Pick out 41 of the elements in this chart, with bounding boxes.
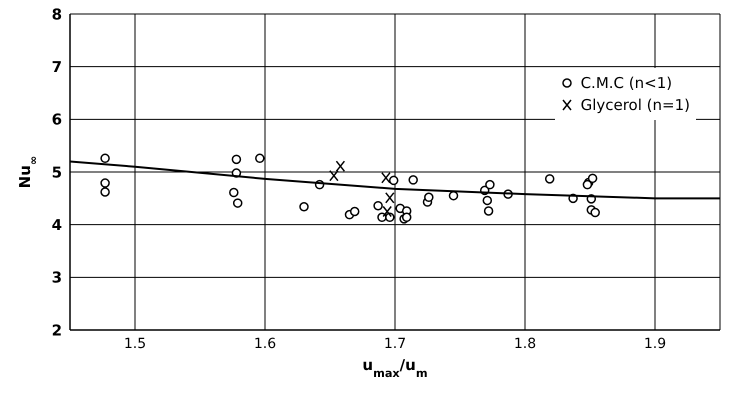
point: [100, 187, 110, 197]
point: [232, 154, 242, 164]
y-tick-label: 6: [52, 110, 62, 129]
point: [382, 206, 392, 218]
x-tick-label: 1.8: [514, 336, 536, 352]
point: [590, 208, 600, 218]
point: [485, 180, 495, 190]
point: [448, 190, 458, 200]
point: [350, 206, 360, 216]
point: [424, 192, 434, 202]
x-tick-label: 1.9: [644, 336, 666, 352]
point: [336, 160, 346, 172]
x-tick-label: 1.5: [124, 336, 146, 352]
y-tick-label: 2: [52, 321, 62, 340]
x-tick-label: 1.6: [254, 336, 276, 352]
point: [100, 154, 110, 164]
x-axis-title: u$_{max}$/u$_{m}$: [362, 356, 428, 380]
point: [388, 176, 398, 186]
legend-label: Glycerol (n=1): [580, 96, 690, 114]
point: [588, 174, 598, 184]
point: [381, 172, 391, 184]
y-tick-label: 4: [52, 216, 62, 234]
y-tick-label: 3: [52, 268, 62, 287]
point: [299, 202, 309, 212]
y-tick-label: 7: [52, 58, 62, 76]
point: [402, 212, 412, 222]
y-tick-label: 5: [52, 163, 62, 182]
point: [484, 206, 494, 216]
legend-label: C.M.C (n<1): [580, 74, 672, 92]
point: [100, 178, 110, 188]
point: [232, 198, 242, 208]
point: [255, 154, 265, 164]
point: [373, 200, 383, 210]
point: [544, 174, 554, 184]
point: [482, 196, 492, 206]
x-tick-label: 1.7: [384, 336, 406, 352]
point: [329, 170, 339, 182]
y-tick-label: 8: [52, 5, 62, 24]
point: [229, 188, 239, 198]
point: [408, 175, 418, 185]
point: [385, 192, 395, 204]
